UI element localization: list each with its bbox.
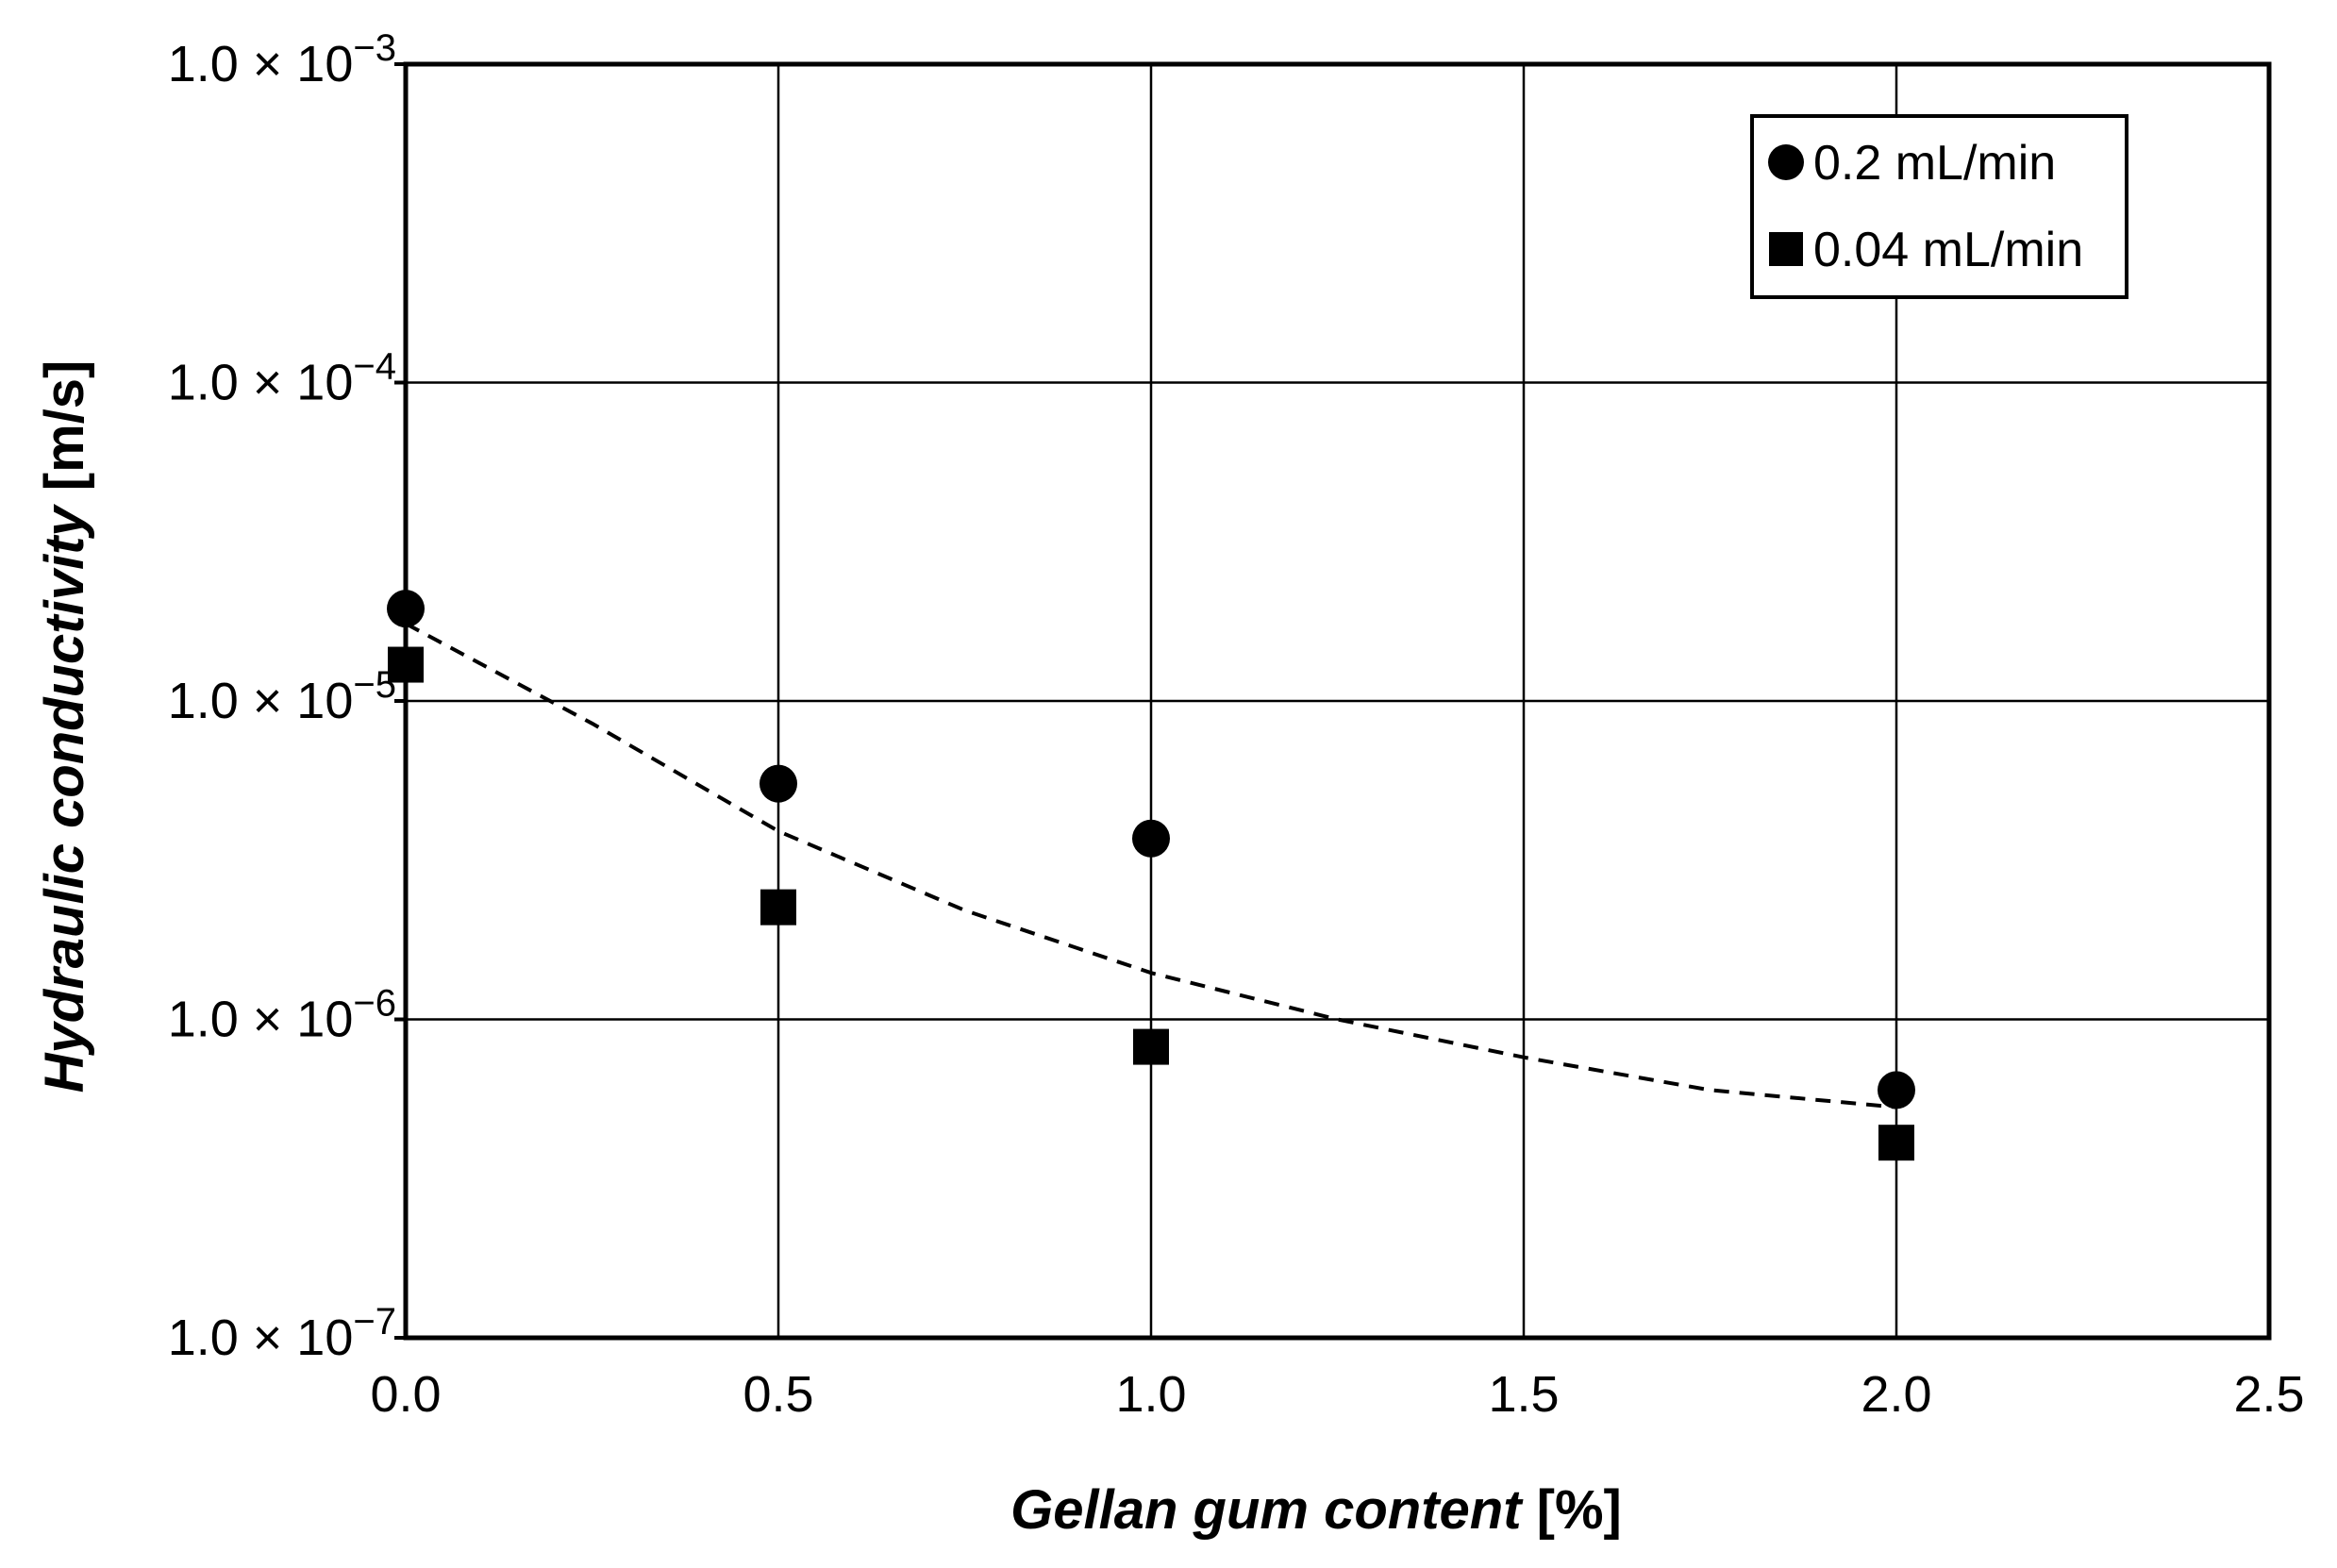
plot-frame [403, 61, 2272, 1341]
y-tick-exponent: −3 [353, 27, 396, 69]
y-tick-label: 1.0 × 10−6 [168, 983, 396, 1048]
y-tick-mantissa: 1.0 × 10 [168, 1309, 354, 1366]
data-point-square [760, 889, 796, 926]
data-point-circle [1132, 819, 1170, 858]
y-tick-exponent: −6 [353, 983, 396, 1025]
x-axis-title-italic: Gellan gum content [1010, 1479, 1524, 1541]
y-tick-exponent: −4 [353, 346, 396, 388]
x-tick-label: 2.0 [1861, 1366, 1931, 1423]
x-axis-title: Gellan gum content [%] [1010, 1479, 1622, 1541]
y-tick-exponent: −7 [353, 1301, 396, 1343]
data-point-square [1878, 1125, 1914, 1161]
legend-box [1750, 114, 2128, 299]
x-tick-label: 2.5 [2233, 1366, 2304, 1423]
y-tick-mantissa: 1.0 × 10 [168, 673, 354, 729]
legend-label-series-2: 0.04 mL/min [1813, 223, 2083, 277]
legend: 0.2 mL/min 0.04 mL/min [1750, 114, 2128, 299]
x-tick-label: 1.5 [1488, 1366, 1559, 1423]
y-tick-label: 1.0 × 10−3 [168, 27, 396, 92]
data-point-square [1133, 1028, 1169, 1065]
data-point-circle [1878, 1071, 1915, 1109]
y-tick-mantissa: 1.0 × 10 [168, 355, 354, 411]
trendline [405, 622, 1897, 1109]
x-tick-labels: 0.0 0.5 1.0 1.5 2.0 2.5 [370, 1366, 2304, 1423]
y-tick-exponent: −5 [353, 664, 396, 706]
y-tick-label: 1.0 × 10−5 [168, 664, 396, 729]
y-axis-title: Hydraulic conductivity [m/s] [34, 360, 95, 1093]
data-point-circle [760, 764, 797, 803]
x-axis-title-unit: [%] [1522, 1479, 1622, 1541]
trendline-group [405, 622, 1897, 1109]
y-axis-title-italic: Hydraulic conductivity [34, 504, 95, 1093]
legend-label-series-1: 0.2 mL/min [1813, 136, 2056, 191]
data-points [387, 590, 1915, 1161]
y-tick-label: 1.0 × 10−4 [168, 346, 396, 411]
legend-marker-square [1769, 232, 1803, 266]
x-tick-label: 0.5 [743, 1366, 813, 1423]
y-tick-labels: 1.0 × 10−71.0 × 10−61.0 × 10−51.0 × 10−4… [168, 27, 396, 1366]
x-tick-label: 1.0 [1115, 1366, 1186, 1423]
legend-marker-circle [1768, 144, 1804, 180]
y-tick-mantissa: 1.0 × 10 [168, 36, 354, 92]
y-tick-mantissa: 1.0 × 10 [168, 992, 354, 1048]
y-axis-title-unit: [m/s] [34, 360, 95, 507]
x-tick-label: 0.0 [370, 1366, 441, 1423]
y-tick-label: 1.0 × 10−7 [168, 1301, 396, 1366]
